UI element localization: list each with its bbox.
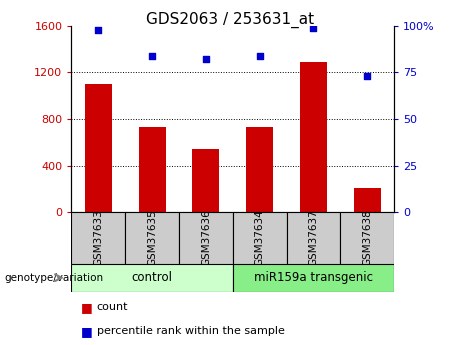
Text: GSM37637: GSM37637 [308,210,319,266]
Bar [287,212,340,264]
Text: GSM37636: GSM37636 [201,210,211,266]
Text: GSM37635: GSM37635 [147,210,157,266]
Point [148,53,156,58]
Bar [71,212,125,264]
Point [310,25,317,30]
Bar [85,84,112,212]
Point [256,53,263,58]
Text: percentile rank within the sample: percentile rank within the sample [97,326,285,336]
Text: GDS2063 / 253631_at: GDS2063 / 253631_at [147,12,314,28]
Point [95,27,102,32]
Bar [300,62,327,212]
Text: GSM37638: GSM37638 [362,210,372,266]
Text: control: control [132,271,172,284]
Text: GSM37633: GSM37633 [93,210,103,266]
Bar [71,264,233,292]
Bar [233,264,394,292]
Point [202,57,210,62]
Bar [179,212,233,264]
Text: ■: ■ [81,300,92,314]
Text: ■: ■ [81,325,92,338]
Bar [354,188,381,212]
Bar [139,127,165,212]
Text: miR159a transgenic: miR159a transgenic [254,271,373,284]
Text: GSM37634: GSM37634 [254,210,265,266]
Bar [125,212,179,264]
Point [364,73,371,79]
Text: genotype/variation: genotype/variation [5,273,104,283]
Text: count: count [97,302,128,312]
Bar [340,212,394,264]
Bar [246,127,273,212]
Bar [233,212,287,264]
Bar [193,149,219,212]
